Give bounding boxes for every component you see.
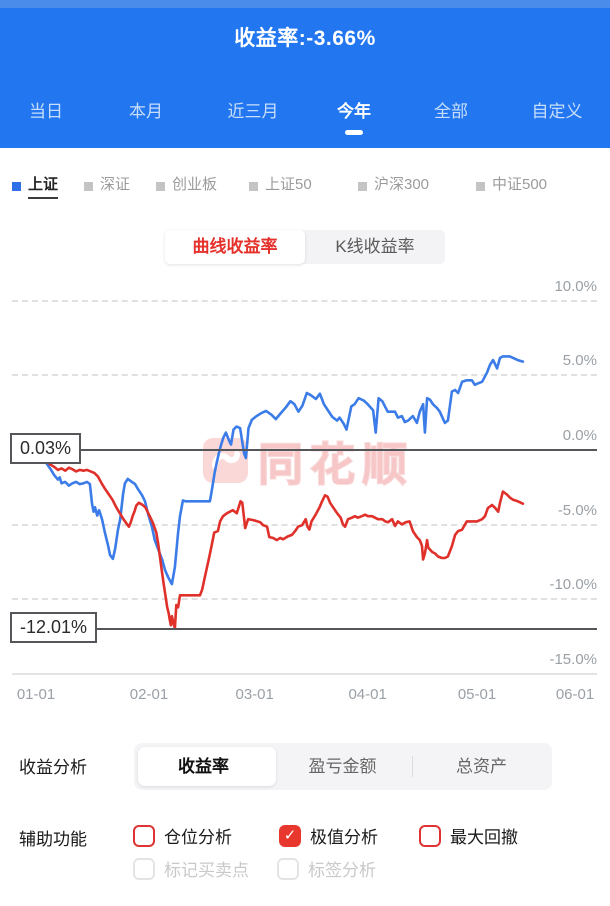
checkbox-disabled-icon xyxy=(277,857,299,880)
returns-line-chart[interactable]: 同花顺 10.0% 5.0% 0.0% -5.0% -10.0% -15.0% 01-01 0… xyxy=(0,268,610,710)
x-axis-label: 02-01 xyxy=(129,686,169,703)
tab-all[interactable]: 全部 xyxy=(434,102,468,121)
segment-divider xyxy=(412,756,413,777)
extreme-min-line xyxy=(12,628,597,631)
extreme-min-label: -12.01% xyxy=(10,612,98,644)
series-line-上证 xyxy=(34,355,525,586)
tab-today[interactable]: 当日 xyxy=(29,102,63,121)
checkbox-checked-icon: ✓ xyxy=(279,824,301,847)
active-segment-pill xyxy=(138,747,276,786)
legend-item-sz50[interactable]: 上证50 xyxy=(249,173,312,199)
x-axis-label: 03-01 xyxy=(235,686,274,703)
tab-3months[interactable]: 近三月 xyxy=(227,102,279,121)
y-axis-label: 5.0% xyxy=(562,352,597,370)
tab-custom[interactable]: 自定义 xyxy=(531,102,583,121)
analysis-tab-total-assets[interactable]: 总资产 xyxy=(456,757,507,776)
series-line-收益率 xyxy=(34,447,525,630)
x-axis-label: 01-01 xyxy=(16,686,56,703)
gridline xyxy=(12,374,597,377)
check-icon: ✓ xyxy=(283,827,297,844)
y-axis-label: 0.0% xyxy=(562,427,597,444)
gridline xyxy=(12,672,597,675)
checkbox-mark-trade-points[interactable]: 标记买卖点 xyxy=(133,856,249,881)
y-axis-label: -15.0% xyxy=(549,650,597,668)
page-title: 收益率:-3.66% xyxy=(234,27,376,50)
checkbox-tag-analysis[interactable]: 标签分析 xyxy=(277,856,376,881)
legend-swatch-icon xyxy=(249,181,258,191)
tab-this-year[interactable]: 今年 xyxy=(337,102,371,121)
gridline xyxy=(12,523,597,526)
toggle-kline-return[interactable]: K线收益率 xyxy=(335,237,415,256)
checkbox-position-analysis[interactable]: 仓位分析 xyxy=(133,823,232,848)
analysis-tab-return-rate[interactable]: 收益率 xyxy=(178,757,229,776)
checkbox-extreme-analysis[interactable]: ✓ 极值分析 xyxy=(279,823,378,848)
x-axis-label: 05-01 xyxy=(457,686,497,703)
x-axis-label: 04-01 xyxy=(348,686,387,703)
legend-item-shenzheng[interactable]: 深证 xyxy=(84,173,130,199)
legend-swatch-icon xyxy=(476,181,485,191)
analysis-tab-profit-amount[interactable]: 盈亏金额 xyxy=(308,757,377,776)
analysis-section-label: 收益分析 xyxy=(19,758,87,777)
gridline xyxy=(12,598,597,601)
aux-section-label: 辅助功能 xyxy=(19,830,87,849)
status-bar-strip xyxy=(0,0,610,8)
watermark: 同花顺 xyxy=(203,428,414,493)
legend-swatch-icon xyxy=(84,181,93,191)
y-axis-label: -5.0% xyxy=(557,501,597,519)
checkbox-max-drawdown[interactable]: 最大回撤 xyxy=(419,823,518,848)
extreme-max-line xyxy=(12,448,597,451)
watermark-text: 同花顺 xyxy=(257,438,415,491)
active-tab-indicator xyxy=(345,130,363,135)
tab-month[interactable]: 本月 xyxy=(129,102,163,121)
checkbox-icon xyxy=(133,824,155,847)
chart-mode-toggle: 曲线收益率 K线收益率 xyxy=(165,230,445,264)
toggle-curve-return[interactable]: 曲线收益率 xyxy=(165,230,305,264)
gridline xyxy=(12,299,597,302)
analysis-tabs: 收益率 盈亏金额 总资产 xyxy=(134,743,552,790)
legend-item-chuangyeban[interactable]: 创业板 xyxy=(156,173,217,199)
checkbox-disabled-icon xyxy=(133,857,155,880)
legend-item-shangzheng[interactable]: 上证 xyxy=(12,173,59,199)
legend-item-hs300[interactable]: 沪深300 xyxy=(358,173,429,199)
x-axis-label: 06-01 xyxy=(555,686,595,703)
extreme-max-label: 0.03% xyxy=(10,432,82,464)
header: 收益率:-3.66% 当日 本月 近三月 今年 全部 自定义 xyxy=(0,8,610,148)
legend-swatch-icon xyxy=(156,181,165,191)
y-axis-label: 10.0% xyxy=(554,277,597,295)
checkbox-icon xyxy=(419,824,441,847)
legend-swatch-icon xyxy=(358,181,367,191)
legend-swatch-icon xyxy=(12,181,21,191)
y-axis-label: -10.0% xyxy=(549,576,597,594)
legend-item-zz500[interactable]: 中证500 xyxy=(476,173,547,199)
